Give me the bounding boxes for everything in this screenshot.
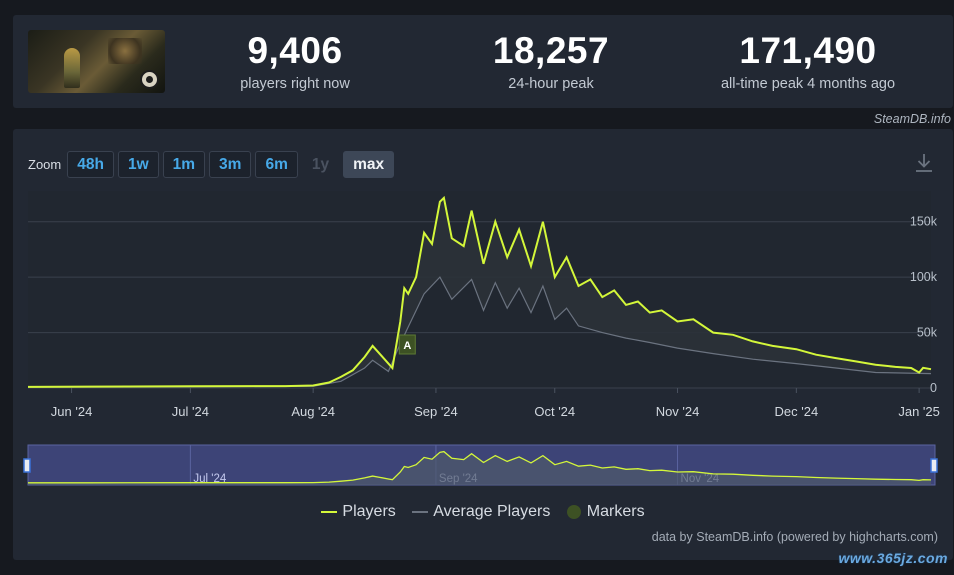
chart-panel: 0 50k 100k 150k Jun '24 Jul '24 Aug '24 Sep '24… <box>13 129 953 560</box>
stat-24h-peak: 18,257 24-hour peak <box>441 30 661 93</box>
zoom-controls: Zoom 48h 1w 1m 3m 6m 1y max <box>28 151 398 178</box>
chart-legend: Players Average Players Markers <box>13 503 953 521</box>
x-tick-label: Nov '24 <box>656 404 700 419</box>
zoom-3m-button[interactable]: 3m <box>209 151 252 178</box>
stat-all-time-peak: 171,490 all-time peak 4 months ago <box>698 30 918 93</box>
navigator-line <box>28 450 932 484</box>
legend-item-players[interactable]: Players <box>321 503 396 521</box>
site-watermark: www.365jz.com <box>838 550 948 566</box>
x-tick-label: Jul '24 <box>172 404 209 419</box>
chart-credit[interactable]: data by SteamDB.info (powered by highcha… <box>651 530 938 544</box>
series-line-average-players <box>27 276 932 388</box>
x-tick-label: Jan '25 <box>898 404 940 419</box>
stat-label: 24-hour peak <box>508 76 594 92</box>
stat-current-players: 9,406 players right now <box>185 30 405 93</box>
game-thumbnail[interactable] <box>28 30 165 93</box>
zoom-label: Zoom <box>28 157 62 172</box>
x-tick-label: Aug '24 <box>291 404 335 419</box>
legend-label-players: Players <box>342 503 396 520</box>
series-line-players <box>27 195 932 388</box>
players-average-band <box>28 197 931 388</box>
steamdb-credit-link[interactable]: SteamDB.info <box>873 112 951 126</box>
y-tick-label: 150k <box>910 215 938 229</box>
legend-item-markers[interactable]: Markers <box>566 503 645 521</box>
zoom-max-button[interactable]: max <box>343 151 395 178</box>
navigator-area <box>28 451 931 485</box>
x-tick-label: Dec '24 <box>775 404 819 419</box>
zoom-1y-button: 1y <box>311 156 330 173</box>
zoom-1m-button[interactable]: 1m <box>162 151 206 178</box>
marker-label: A <box>403 340 411 352</box>
legend-swatch-average <box>412 510 429 513</box>
x-tick-label: Jun '24 <box>51 404 93 419</box>
legend-label-markers: Markers <box>586 503 645 520</box>
y-tick-label: 0 <box>930 381 937 395</box>
navigator-tick-label: Jul '24 <box>193 473 226 485</box>
y-tick-label: 100k <box>910 270 938 284</box>
zoom-6m-button[interactable]: 6m <box>255 151 298 178</box>
stat-value: 171,490 <box>739 30 877 71</box>
x-tick-label: Oct '24 <box>534 404 575 419</box>
stat-value: 18,257 <box>492 30 610 71</box>
navigator-handle <box>930 458 938 473</box>
legend-item-average[interactable]: Average Players <box>412 503 550 521</box>
navigator-handle <box>23 458 31 473</box>
stat-label: all-time peak 4 months ago <box>720 76 896 92</box>
thumbnail-window-glow <box>108 38 142 64</box>
legend-swatch-players <box>321 510 338 513</box>
x-tick-label: Sep '24 <box>414 404 458 419</box>
thumbnail-emblem-icon <box>140 70 159 89</box>
marker-flag-icon <box>398 334 416 355</box>
zoom-1w-button[interactable]: 1w <box>117 151 159 178</box>
player-chart[interactable]: 0 50k 100k 150k Jun '24 Jul '24 Aug '24 Sep '24… <box>13 129 953 560</box>
zoom-48h-button[interactable]: 48h <box>67 151 114 178</box>
legend-label-average: Average Players <box>433 503 551 520</box>
thumbnail-figure <box>64 48 80 88</box>
download-icon[interactable] <box>914 152 934 174</box>
stats-bar: 9,406 players right now 18,257 24-hour p… <box>13 15 953 108</box>
stat-value: 9,406 <box>247 30 343 71</box>
stat-label: players right now <box>240 76 350 92</box>
y-tick-label: 50k <box>917 326 938 340</box>
legend-dot-markers <box>566 504 581 519</box>
